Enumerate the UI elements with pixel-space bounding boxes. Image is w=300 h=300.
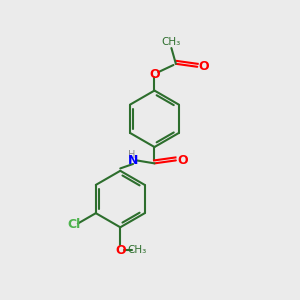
Text: Cl: Cl	[68, 218, 81, 231]
Text: CH₃: CH₃	[127, 245, 146, 256]
Text: O: O	[199, 60, 209, 73]
Text: N: N	[128, 154, 138, 167]
Text: CH₃: CH₃	[162, 37, 181, 46]
Text: O: O	[177, 154, 188, 167]
Text: O: O	[149, 68, 160, 81]
Text: H: H	[128, 150, 135, 160]
Text: O: O	[115, 244, 126, 257]
